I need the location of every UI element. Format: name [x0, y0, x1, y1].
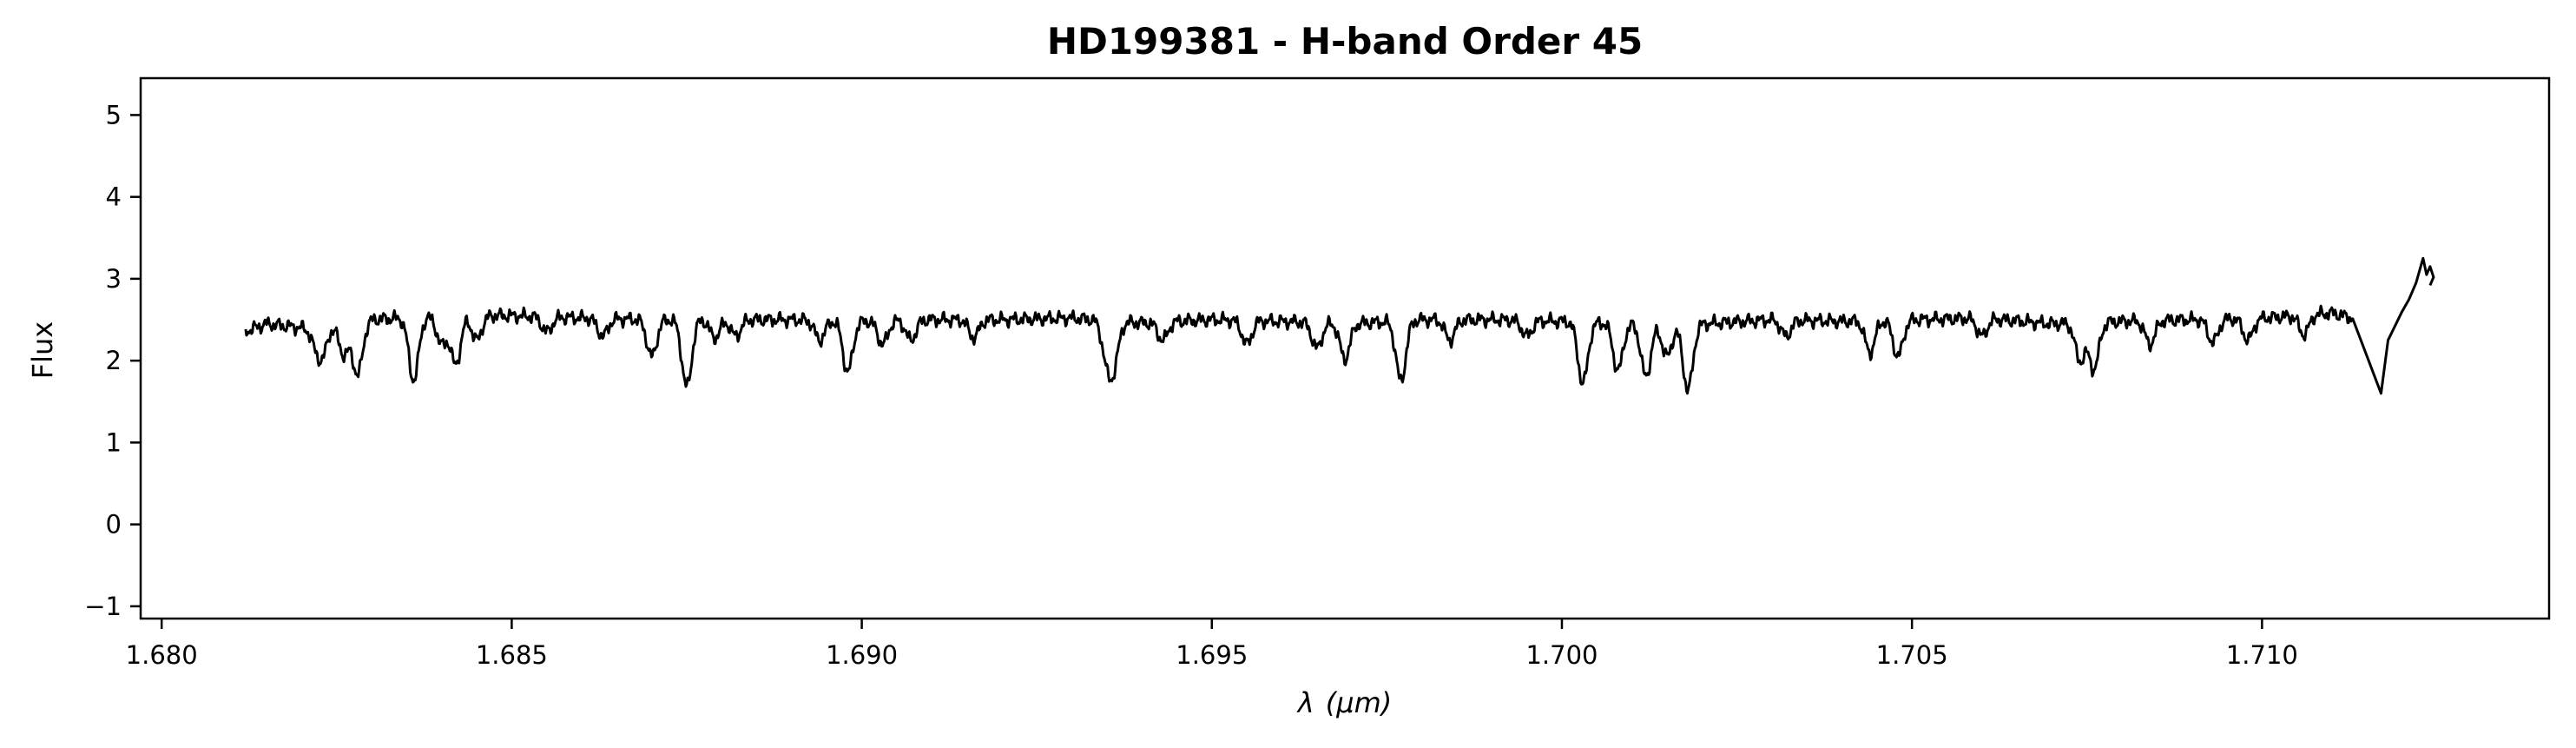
- y-tick-label: 3: [106, 264, 122, 294]
- y-tick-label: 2: [106, 346, 122, 375]
- y-tick-label: 4: [106, 182, 122, 212]
- x-tick-label: 1.695: [1176, 640, 1248, 670]
- x-tick-label: 1.705: [1876, 640, 1948, 670]
- y-tick-label: 1: [106, 427, 122, 457]
- y-tick-label: −1: [84, 592, 122, 621]
- plot-area: [139, 76, 2551, 620]
- x-tick-label: 1.700: [1525, 640, 1598, 670]
- x-tick-label: 1.680: [126, 640, 198, 670]
- y-axis-label: Flux: [26, 321, 59, 380]
- y-tick-label: 0: [106, 510, 122, 539]
- chart-title: HD199381 - H-band Order 45: [1047, 20, 1643, 63]
- x-tick-label: 1.690: [826, 640, 898, 670]
- y-axis: −1 0 1 2 3 4 5: [84, 100, 141, 621]
- x-axis: 1.680 1.685 1.690 1.695 1.700 1.705 1.710: [126, 619, 2298, 670]
- x-axis-label-symbol: λ: [1296, 686, 1314, 719]
- series-line-flux: [244, 256, 2435, 395]
- x-tick-label: 1.710: [2226, 640, 2298, 670]
- x-axis-label: λ (μm): [1296, 686, 1393, 719]
- x-axis-label-unit: (μm): [1326, 686, 1393, 719]
- x-tick-label: 1.685: [476, 640, 548, 670]
- y-tick-label: 5: [106, 100, 122, 129]
